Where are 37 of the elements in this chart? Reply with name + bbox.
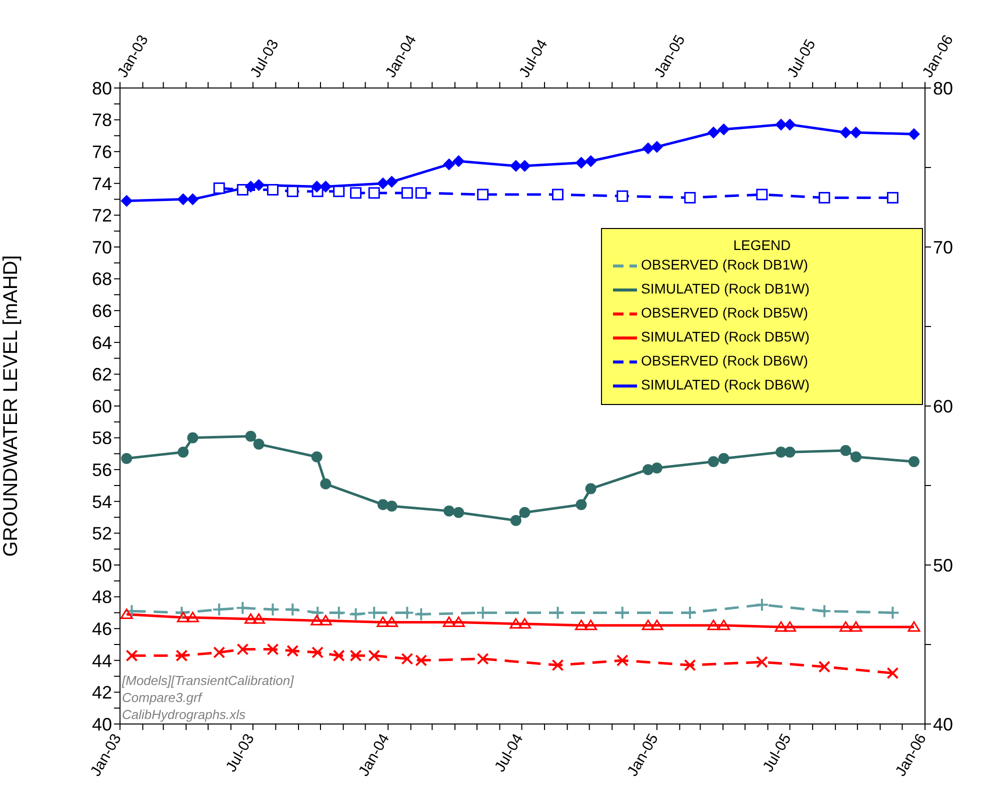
y-tick-label: 70 [92,237,112,258]
y-tick-label: 42 [92,682,112,703]
y-tick-label: 74 [92,174,112,194]
y-tick-label: 80 [92,78,112,98]
y-tick-label: 56 [92,460,112,480]
y-tick-label: 64 [92,332,112,353]
legend-title: LEGEND [733,237,791,253]
legend-label: OBSERVED (Rock DB5W) [641,304,808,321]
y2-tick-label: 60 [933,396,954,416]
y2-tick-label: 50 [933,555,954,576]
legend-label: OBSERVED (Rock DB6W) [641,352,808,369]
y-tick-label: 72 [92,206,112,226]
y2-tick-label: 80 [933,78,954,98]
y-tick-label: 52 [92,524,112,544]
y-tick-label: 46 [92,618,112,639]
y-tick-label: 78 [92,110,112,130]
y-tick-label: 60 [92,396,112,416]
y-tick-label: 76 [92,142,112,162]
y2-tick-label: 40 [933,714,954,734]
legend-label: SIMULATED (Rock DB5W) [641,328,810,345]
y-tick-label: 48 [92,587,112,608]
legend-label: SIMULATED (Rock DB6W) [641,376,810,393]
y2-tick-label: 70 [933,237,954,258]
annotation: CalibHydrographs.xls [122,706,247,723]
annotation: Compare3.grf [122,689,204,706]
y-tick-label: 50 [92,555,112,576]
y-tick-label: 54 [92,492,112,512]
y-tick-label: 66 [92,300,112,321]
y-tick-label: 68 [92,269,112,290]
legend-label: OBSERVED (Rock DB1W) [641,256,808,273]
legend-label: SIMULATED (Rock DB1W) [641,280,810,297]
y-tick-label: 44 [92,650,112,671]
y-tick-label: 58 [92,428,112,448]
y-tick-label: 40 [92,714,112,734]
annotation: [Models][TransientCalibration] [122,672,294,689]
y-tick-label: 62 [92,364,112,385]
y-axis-title: GROUNDWATER LEVEL [mAHD] [0,255,22,557]
